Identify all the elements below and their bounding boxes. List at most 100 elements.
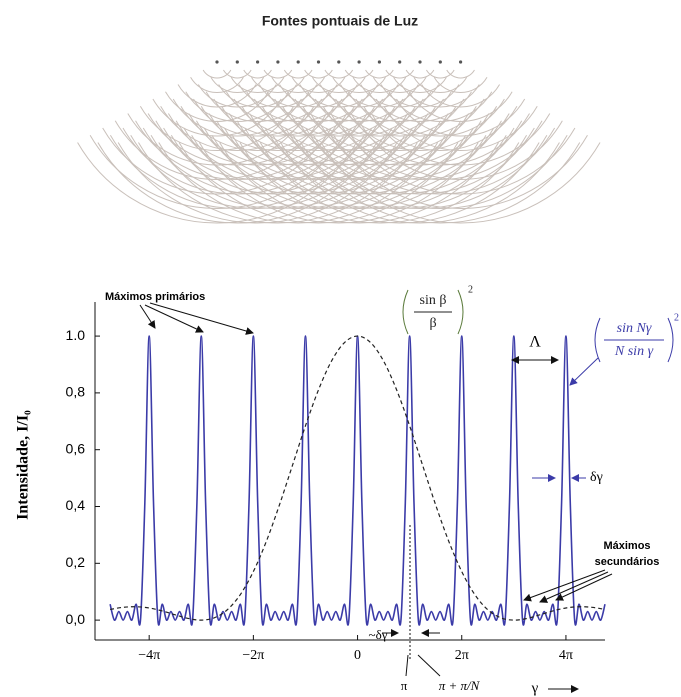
wavefront: [258, 84, 338, 108]
wavefront: [421, 84, 501, 108]
formula-text: 2: [674, 312, 679, 323]
wavefront: [283, 69, 313, 79]
y-tick-label: 0,2: [66, 554, 86, 570]
x-tick-label: 0: [354, 648, 361, 663]
wavefront: [251, 76, 305, 93]
wavefront: [408, 91, 513, 122]
annotation: Máximos primários: [105, 291, 205, 303]
wavefront: [299, 84, 379, 108]
annotation: ~δγ: [369, 627, 388, 642]
light-source: [418, 60, 422, 64]
annotation: δγ: [590, 470, 603, 485]
y-axis-label: Intensidade, I/I₀: [15, 410, 32, 520]
wavefront: [238, 84, 318, 108]
formula-text: sin β: [420, 293, 447, 308]
intensity-curve: [109, 335, 606, 626]
wavefront: [396, 98, 526, 137]
wavefront: [360, 84, 440, 108]
guide-line: [405, 654, 409, 677]
x-tick-label: 4π: [559, 648, 573, 663]
light-source: [215, 60, 219, 64]
wavefront: [358, 120, 563, 180]
light-source: [256, 60, 260, 64]
wavefront: [400, 84, 480, 108]
wavefront: [314, 98, 444, 137]
wavefront: [380, 84, 460, 108]
wavefront: [327, 91, 432, 122]
wavefront: [347, 91, 452, 123]
wavefront: [375, 98, 505, 137]
wavefront: [368, 91, 472, 123]
wavefront: [219, 142, 499, 224]
light-source: [398, 60, 402, 64]
wavefront: [383, 105, 538, 151]
wavefront: [300, 142, 581, 224]
x-tick-label: −4π: [138, 648, 160, 663]
arrow: [555, 573, 613, 601]
wavefront: [223, 69, 252, 79]
wavefront: [355, 98, 485, 137]
wavefront: [385, 69, 414, 79]
light-source: [296, 60, 300, 64]
wavefront: [370, 113, 551, 166]
wavefront: [311, 76, 366, 93]
wavefront: [210, 76, 265, 93]
wavefront: [446, 69, 475, 79]
annotation: Λ: [529, 334, 541, 351]
wavefront: [198, 142, 479, 224]
arrow: [149, 302, 254, 335]
light-source: [316, 60, 321, 64]
arrow: [539, 571, 609, 603]
wavefront: [178, 142, 459, 224]
wavefront: [280, 142, 560, 224]
wavefront: [339, 84, 419, 108]
wavefront: [218, 84, 298, 108]
arrow: [523, 569, 606, 602]
wavefront: [263, 69, 293, 79]
formula-text: N sin γ: [614, 344, 654, 359]
y-tick-label: 0,8: [66, 384, 86, 400]
plot: 0,0 0,2 0,4 0,6 0,8 1.0 −4π −2π 0 2π 4π: [66, 302, 606, 663]
wavefront: [117, 142, 398, 224]
wavefront: [426, 69, 455, 79]
wavefront: [388, 91, 493, 123]
wavefront: [77, 142, 357, 224]
wavefront: [291, 76, 346, 93]
wavefront: [158, 142, 439, 224]
wavefront: [413, 76, 468, 93]
annotation: π + π/N: [439, 678, 481, 693]
wavefront: [333, 134, 588, 209]
wavefront: [365, 69, 394, 79]
wavefront: [271, 76, 326, 93]
wavefront: [324, 69, 354, 79]
wavefront: [177, 84, 257, 108]
light-source: [459, 60, 463, 64]
light-source: [438, 60, 442, 64]
y-tick-label: 0,4: [66, 497, 86, 513]
envelope-curve: [110, 335, 606, 621]
wavefront: [259, 142, 540, 224]
x-tick-label: −2π: [242, 648, 264, 663]
wavefront: [319, 84, 399, 108]
formula-envelope: sin β β 2: [402, 284, 473, 335]
y-tick-label: 0,0: [66, 611, 86, 627]
wavefront: [372, 76, 427, 93]
wavefront: [332, 76, 386, 93]
wavefront: [320, 142, 601, 224]
wavefront: [433, 76, 488, 93]
wavefront: [345, 127, 576, 195]
x-tick-label: 2π: [455, 648, 469, 663]
formula-text: sin Nγ: [617, 321, 652, 336]
wavefronts: [77, 60, 601, 224]
wavefront: [190, 76, 244, 93]
wavefront: [197, 84, 277, 108]
wavefront: [239, 142, 520, 224]
light-source: [276, 60, 280, 64]
annotation: secundários: [595, 556, 660, 568]
x-axis-label: γ: [531, 680, 539, 696]
guide-line: [417, 654, 441, 677]
annotation: π: [401, 678, 408, 693]
light-source: [337, 60, 341, 64]
